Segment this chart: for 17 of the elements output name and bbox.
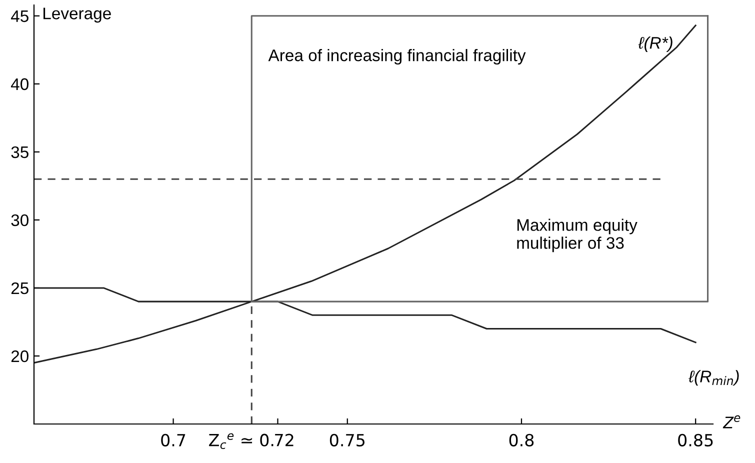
y-tick-label: 35 bbox=[11, 146, 28, 158]
y-tick-label: 45 bbox=[10, 10, 28, 22]
x-tick-label: Z$_{c}$$^{e}$ ≃ 0.72 bbox=[209, 433, 294, 450]
series-label: ℓ(R$_{min}$) bbox=[688, 370, 739, 386]
y-tick-label: 20 bbox=[11, 350, 28, 362]
annotation: Maximum equity multiplier of 33 bbox=[517, 218, 638, 252]
x-tick-label: 0.75 bbox=[330, 434, 364, 446]
annotation: Area of increasing financial fragility bbox=[268, 48, 526, 65]
y-tick-label: 40 bbox=[10, 78, 28, 90]
x-axis-title: Z$^{e}$ bbox=[722, 415, 740, 428]
y-tick-label: 25 bbox=[11, 282, 28, 294]
x-tick-label: 0.85 bbox=[678, 434, 713, 446]
x-tick-label: 0.8 bbox=[509, 434, 534, 446]
y-axis-title: Leverage bbox=[44, 8, 111, 23]
y-tick-label: 30 bbox=[11, 214, 28, 226]
series-label: ℓ(R*) bbox=[638, 36, 672, 52]
x-tick-label: 0.7 bbox=[161, 434, 186, 446]
